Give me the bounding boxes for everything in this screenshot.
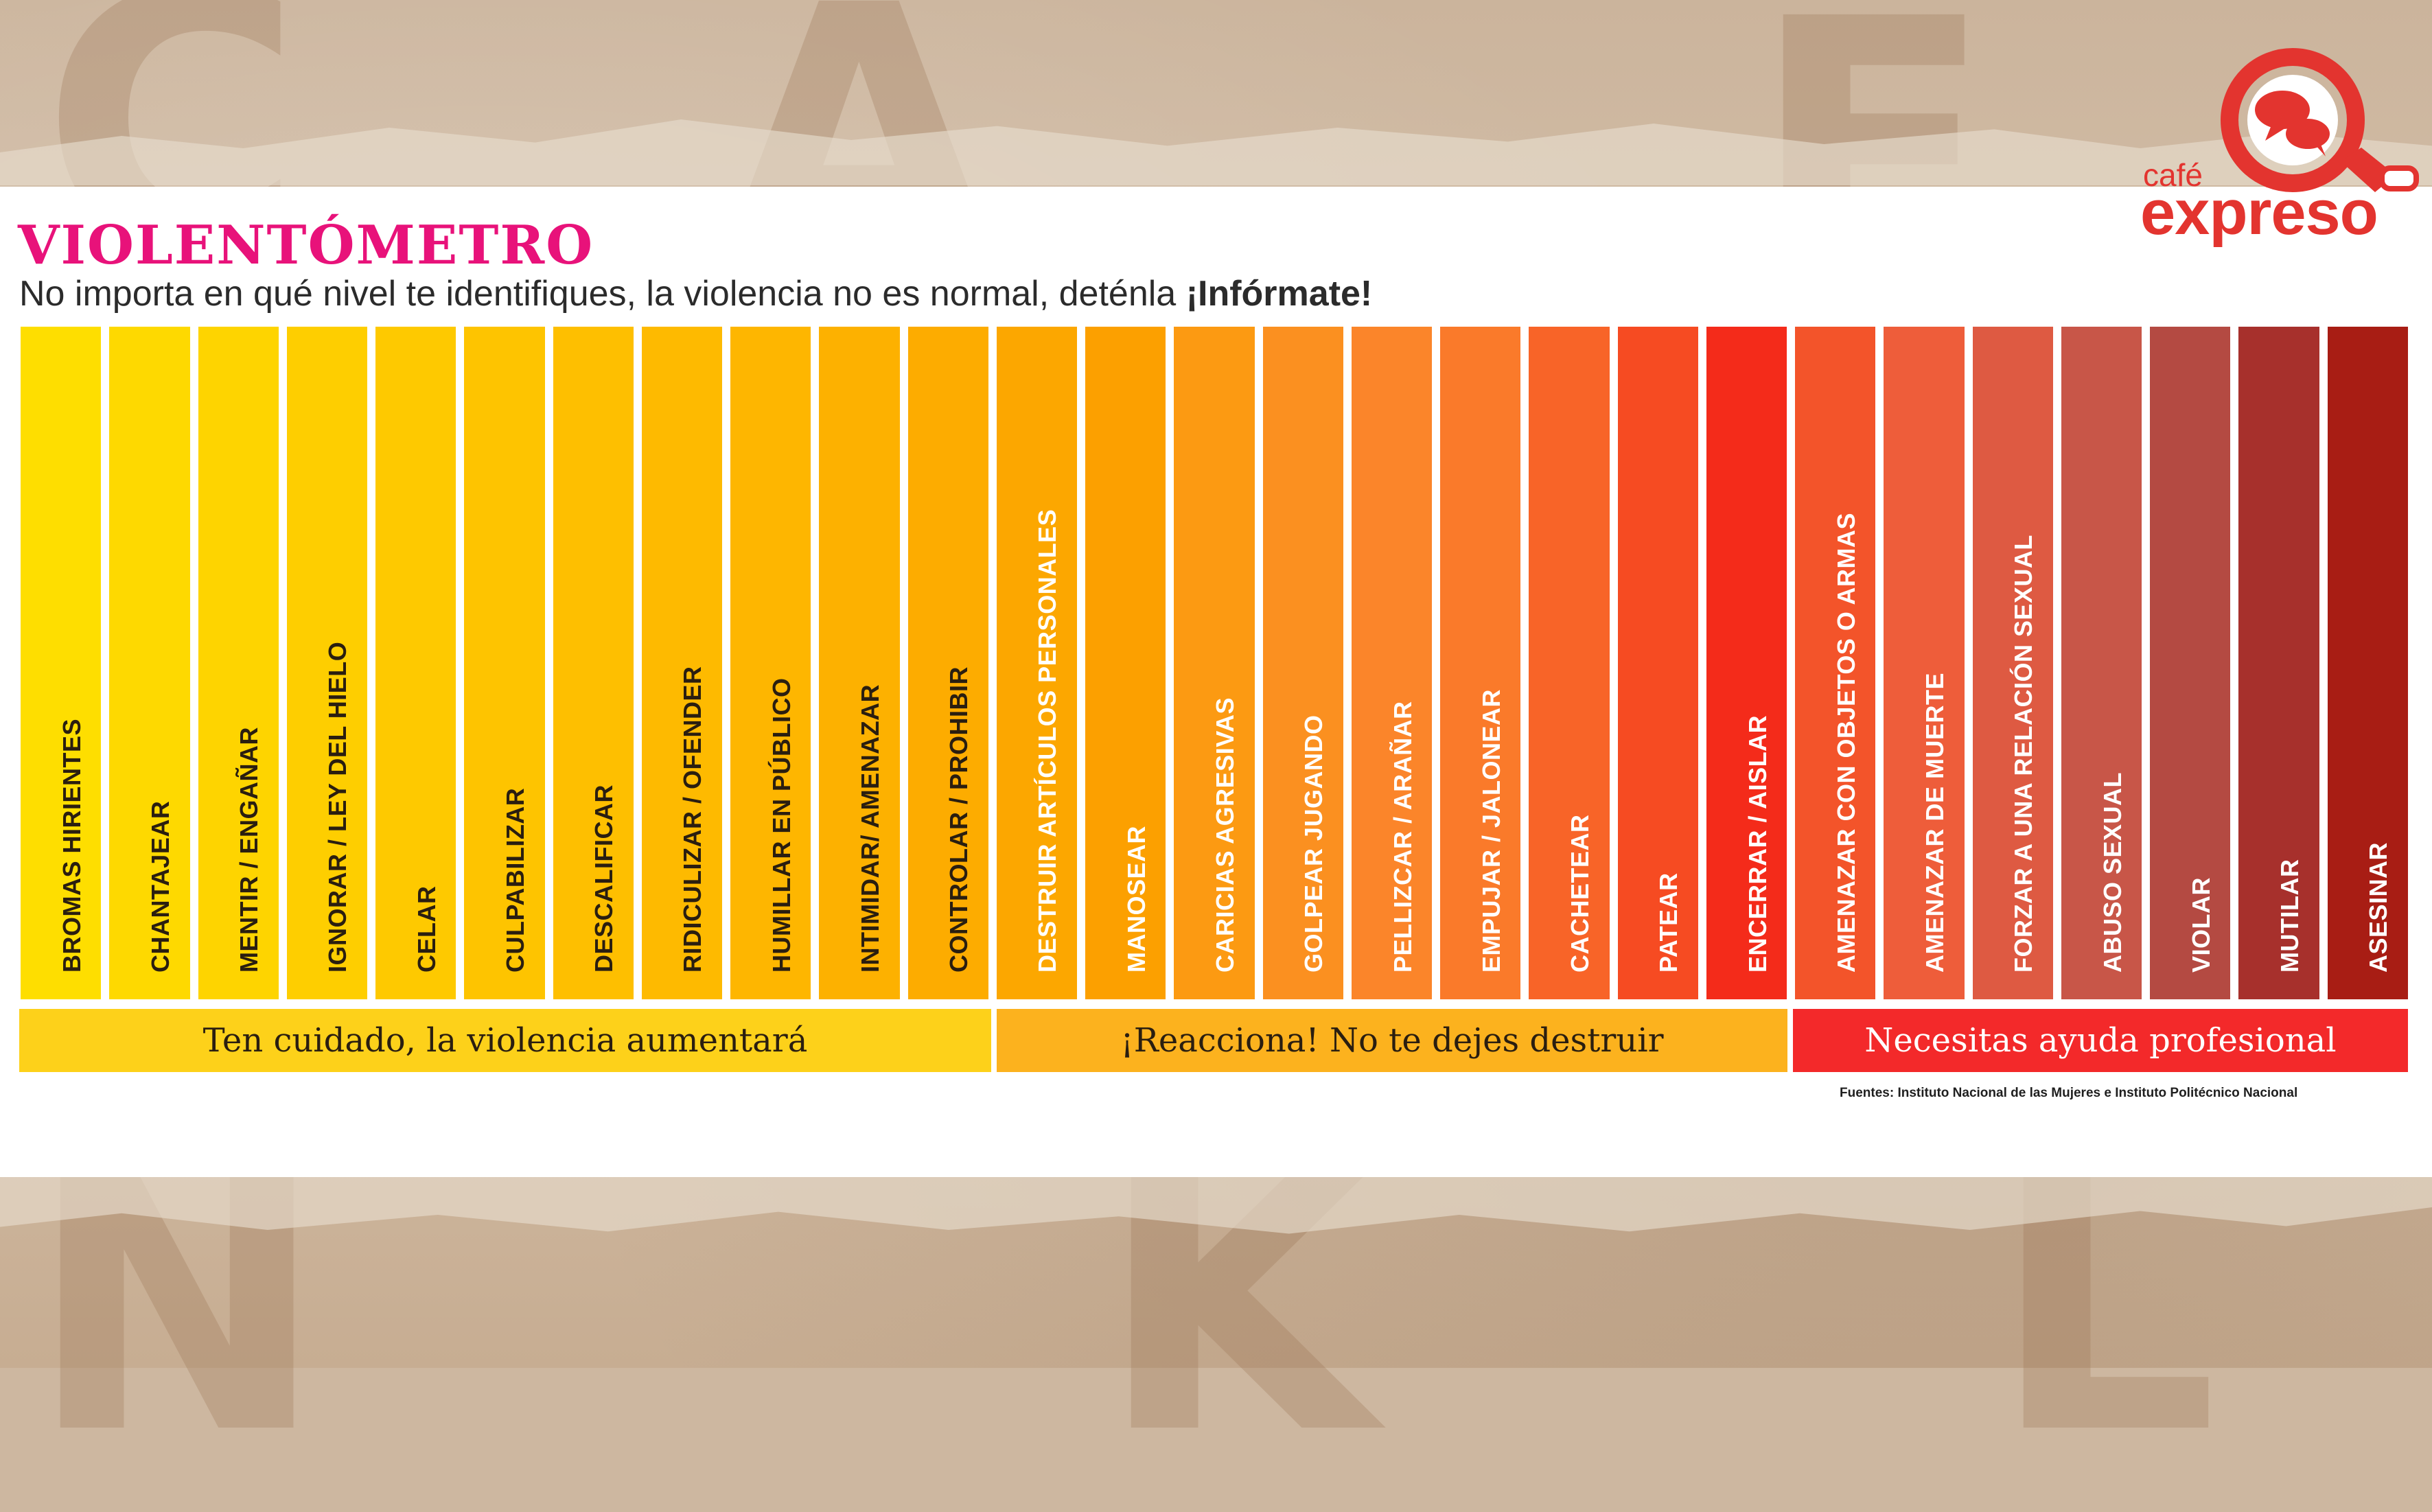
level-label: AMENAZAR DE MUERTE [1921,673,1949,973]
level-label: PELLIZCAR / ARAÑAR [1388,701,1417,973]
level-bar: IGNORAR / LEY DEL HIELO [286,327,368,999]
level-bar: MUTILAR [2238,327,2319,999]
level-bar: GOLPEAR JUGANDO [1262,327,1343,999]
level-label: EMPUJAR / JALONEAR [1476,688,1505,973]
level-bar: ENCERRAR / AISLAR [1706,327,1787,999]
level-bar: BROMAS HIRIENTES [21,327,102,999]
level-label: RIDICULIZAR / OFENDER [678,666,707,973]
level-bar: CARICIAS AGRESIVAS [1174,327,1255,999]
subtitle-text: No importa en qué nivel te identifiques,… [19,274,1186,314]
level-bar: EMPUJAR / JALONEAR [1440,327,1521,999]
level-bar: CACHETEAR [1529,327,1610,999]
level-bar: CONTROLAR / PROHIBIR [907,327,988,999]
level-label: DESCALIFICAR [590,784,618,973]
logo-text-cafe: café [2143,157,2203,193]
level-label: CELAR [412,885,441,973]
level-label: VIOLAR [2186,876,2215,973]
sources-note: Fuentes: Instituto Nacional de las Mujer… [1840,1086,2298,1100]
level-bar: CULPABILIZAR [464,327,545,999]
level-label: HUMILLAR EN PÚBLICO [767,677,796,973]
level-bar: INTIMIDAR/ AMENAZAR [819,327,900,999]
level-bar: AMENAZAR DE MUERTE [1884,327,1965,999]
level-label: PATEAR [1654,872,1683,973]
violence-levels: BROMAS HIRIENTES CHANTAJEAR MENTIR / ENGAÑ… [21,327,2408,999]
level-label: CARICIAS AGRESIVAS [1210,697,1239,973]
level-label: DESTRUIR ARTÍCULOS PERSONALES [1033,509,1062,973]
level-label: BROMAS HIRIENTES [57,718,86,973]
level-bar: PATEAR [1617,327,1698,999]
page-title: VIOLENTÓMETRO [18,214,594,277]
level-label: MUTILAR [2275,859,2304,973]
band-reacciona: ¡Reacciona! No te dejes destruir [997,1009,1787,1072]
subtitle: No importa en qué nivel te identifiques,… [19,273,1372,314]
level-label: GOLPEAR JUGANDO [1299,714,1328,973]
level-bar: ABUSO SEXUAL [2061,327,2142,999]
level-label: CULPABILIZAR [500,787,529,973]
level-label: CONTROLAR / PROHIBIR [945,666,973,973]
level-bar: HUMILLAR EN PÚBLICO [730,327,811,999]
level-bar: FORZAR A UNA RELACIÓN SEXUAL [1972,327,2053,999]
level-label: ABUSO SEXUAL [2098,771,2127,973]
cafe-expreso-logo-icon [2221,48,2419,192]
level-label: ENCERRAR / AISLAR [1743,714,1772,973]
level-bar: CELAR [375,327,456,999]
level-label: FORZAR A UNA RELACIÓN SEXUAL [2009,535,2038,973]
level-label: IGNORAR / LEY DEL HIELO [323,641,352,973]
level-bar: MENTIR / ENGAÑAR [198,327,279,999]
level-bar: CHANTAJEAR [109,327,190,999]
band-ayuda-profesional: Necesitas ayuda profesional [1793,1009,2408,1072]
level-label: MANOSEAR [1122,825,1150,973]
level-label: ASESINAR [2364,841,2393,973]
level-bar: ASESINAR [2327,327,2408,999]
level-bar: VIOLAR [2150,327,2231,999]
level-label: MENTIR / ENGAÑAR [235,727,264,973]
subtitle-emphasis: ¡Infórmate! [1185,274,1373,314]
level-label: CACHETEAR [1566,814,1595,973]
level-bar: AMENAZAR CON OBJETOS O ARMAS [1795,327,1876,999]
level-label: AMENAZAR CON OBJETOS O ARMAS [1831,512,1860,973]
band-ten-cuidado: Ten cuidado, la violencia aumentará [19,1009,991,1072]
level-bar: DESCALIFICAR [553,327,634,999]
level-label: INTIMIDAR/ AMENAZAR [855,684,884,973]
level-bar: MANOSEAR [1085,327,1166,999]
level-bar: PELLIZCAR / ARAÑAR [1351,327,1433,999]
logo-text-expreso: expreso [2140,178,2378,248]
level-bar: DESTRUIR ARTÍCULOS PERSONALES [996,327,1078,999]
level-bar: RIDICULIZAR / OFENDER [641,327,723,999]
level-label: CHANTAJEAR [146,800,174,973]
